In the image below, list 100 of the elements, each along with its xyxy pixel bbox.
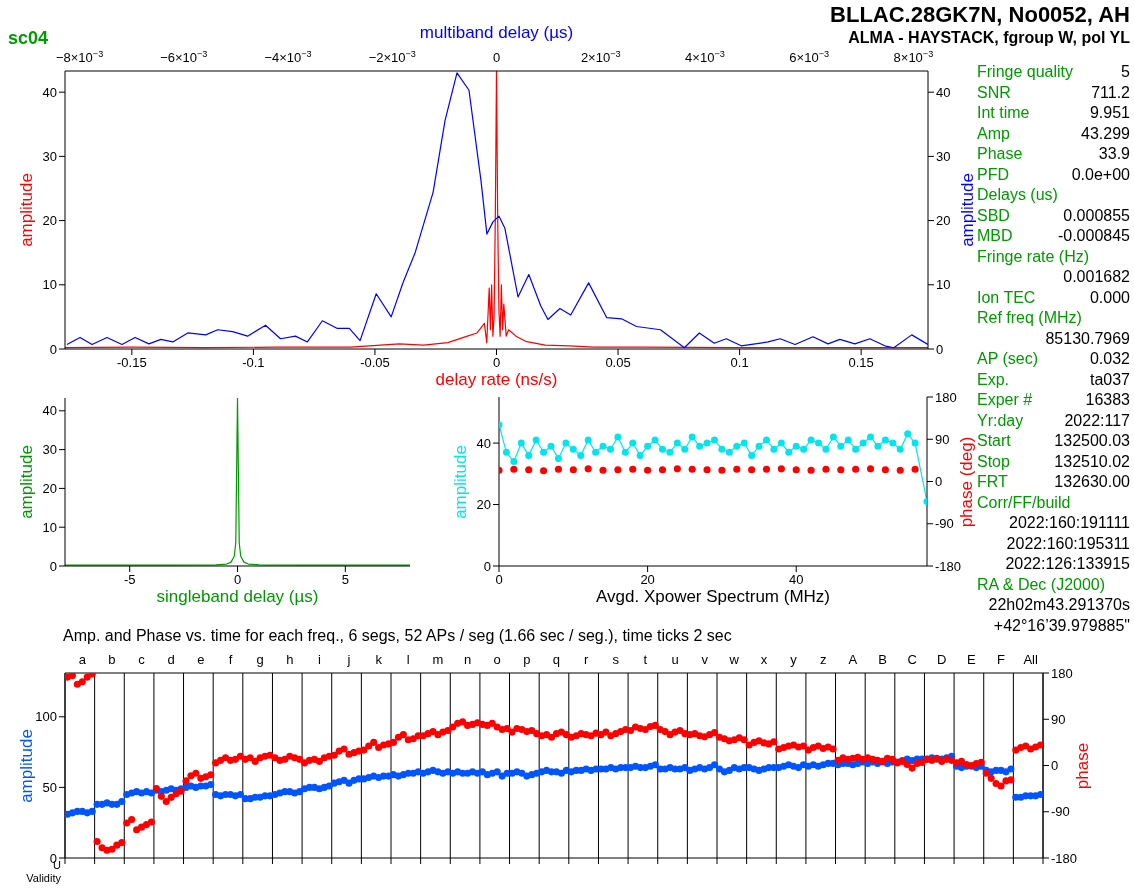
- y2-tick-label: 180: [935, 389, 957, 405]
- text: Fringe rate (Hz): [977, 246, 1090, 267]
- y2-tick-label: -90: [1051, 804, 1070, 820]
- x2-axis-title: multiband delay (µs): [419, 23, 574, 42]
- point: [710, 436, 718, 444]
- point: [688, 433, 696, 441]
- y-tick-label: 0: [49, 850, 57, 866]
- point: [562, 439, 570, 447]
- x2-tick-label: −4×10$^{−3}$: [264, 48, 312, 65]
- x-tick-label: c: [138, 651, 146, 667]
- x-tick-label: -5: [123, 571, 136, 587]
- y-axis-title: amplitude: [17, 728, 36, 803]
- x-tick-label: y: [790, 651, 798, 667]
- point: [777, 439, 785, 447]
- x-tick-label: 0.1: [730, 354, 749, 370]
- x-tick-label: -0.15: [117, 354, 147, 370]
- y-tick-label: 40: [42, 403, 57, 419]
- x-tick-label: i: [317, 651, 321, 667]
- x-tick-label: 0.05: [605, 354, 631, 370]
- x-tick-label: j: [346, 651, 351, 667]
- point: [644, 442, 652, 450]
- text: Int time 9.951: [977, 104, 1130, 121]
- point: [569, 445, 577, 453]
- point: [889, 439, 897, 447]
- point: [621, 448, 629, 456]
- point: [577, 451, 585, 459]
- x-tick-label: l: [406, 651, 410, 667]
- y-tick-label: 20: [42, 480, 57, 496]
- x-tick-label: g: [256, 651, 264, 667]
- point: [807, 436, 815, 444]
- x2-tick-label: −6×10$^{−3}$: [160, 48, 208, 65]
- x-tick-label: k: [375, 651, 383, 667]
- x-tick-label: 0: [492, 354, 501, 370]
- text: Validity: [25, 872, 61, 885]
- y-tick-label: 10: [42, 277, 57, 293]
- x-tick-label: x: [760, 651, 768, 667]
- text: Ion TEC 0.000: [977, 288, 1130, 306]
- point: [822, 445, 830, 453]
- text: SNR 711.2: [977, 83, 1130, 101]
- point: [748, 451, 756, 459]
- point: [911, 439, 919, 447]
- point: [651, 436, 659, 444]
- point: [896, 445, 904, 453]
- text: 2022:126:133915: [1005, 554, 1130, 574]
- point: [844, 436, 852, 444]
- x-tick-label: e: [197, 651, 205, 667]
- x-tick-label: 0: [495, 571, 503, 587]
- point: [614, 433, 622, 441]
- text: ALMA - HAYSTACK, fgroup W, pol YL: [848, 29, 1130, 47]
- x-tick-label: 40: [788, 571, 804, 587]
- text: Corr/FF/build: [977, 492, 1071, 513]
- text: Ref freq (MHz): [977, 308, 1082, 328]
- point: [770, 445, 778, 453]
- point: [599, 442, 607, 450]
- y2-tick-label: 20: [936, 213, 951, 229]
- x-tick-label: p: [523, 651, 531, 667]
- text: AP (sec) 0.032: [977, 350, 1130, 367]
- text: Stop 132510.02: [977, 452, 1130, 470]
- point: [800, 445, 808, 453]
- point: [592, 448, 600, 456]
- point: [681, 445, 689, 453]
- point: [525, 451, 533, 459]
- y-tick-label: 0: [49, 341, 57, 357]
- text: Start 132500.03: [977, 432, 1130, 449]
- x-tick-label: E: [967, 651, 977, 667]
- chart-subtitle: sc04: [8, 28, 49, 48]
- x-tick-label: n: [463, 651, 472, 667]
- y2-axis-title: amplitude: [958, 173, 977, 247]
- y-tick-label: 30: [42, 148, 57, 164]
- point: [837, 442, 845, 450]
- y2-tick-label: 40: [936, 84, 951, 100]
- x2-tick-label: 8×10$^{−3}$: [893, 48, 934, 65]
- text: 2022:160:191111: [1008, 513, 1130, 533]
- text: Fringe quality 5: [977, 63, 1130, 80]
- x-tick-label: 5: [341, 571, 349, 587]
- x2-tick-label: 6×10$^{−3}$: [789, 48, 830, 65]
- y-tick-label: 20: [42, 213, 57, 229]
- point: [554, 454, 562, 462]
- point: [725, 448, 733, 456]
- x-tick-label: r: [583, 651, 589, 667]
- point: [829, 433, 837, 441]
- x-axis-title: Avgd. Xpower Spectrum (MHz): [596, 587, 830, 606]
- x-tick-label: q: [552, 651, 561, 667]
- y2-tick-label: 10: [936, 277, 951, 293]
- y-axis-title: amplitude: [17, 173, 36, 247]
- x-tick-label: D: [937, 651, 947, 667]
- point: [696, 442, 704, 450]
- x-tick-label: d: [167, 651, 175, 667]
- y2-tick-label: 0: [936, 341, 944, 357]
- y-tick-label: 0: [49, 558, 57, 574]
- x2-tick-label: −2×10$^{−3}$: [368, 48, 416, 65]
- y-tick-label: 40: [476, 435, 491, 451]
- text: Phase 33.9: [977, 145, 1130, 162]
- x-tick-label: v: [701, 651, 709, 667]
- point: [658, 445, 666, 453]
- y2-tick-label: -90: [935, 516, 954, 532]
- y2-tick-label: -180: [1051, 850, 1078, 866]
- point: [547, 442, 555, 450]
- x-tick-label: -0.05: [360, 354, 390, 370]
- point: [666, 448, 674, 456]
